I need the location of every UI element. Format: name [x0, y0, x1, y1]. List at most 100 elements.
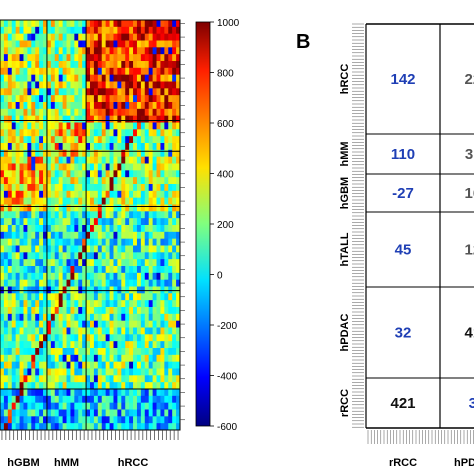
heatmap-cell — [172, 61, 177, 69]
heatmap-cell — [156, 409, 161, 417]
heatmap-cell — [86, 259, 91, 267]
heatmap-cell — [136, 129, 142, 137]
heatmap-cell — [168, 197, 173, 205]
heatmap-cell — [35, 368, 40, 376]
heatmap-cell — [78, 177, 83, 185]
heatmap-cell — [97, 47, 103, 55]
heatmap-cell — [101, 395, 107, 404]
heatmap-cell — [140, 259, 146, 267]
heatmap-cell — [86, 313, 91, 322]
heatmap-cell — [39, 320, 44, 328]
heatmap-cell — [148, 348, 154, 356]
heatmap-cell — [140, 33, 146, 41]
heatmap-cell — [54, 293, 60, 301]
heatmap-cell — [46, 361, 52, 369]
heatmap-cell — [78, 129, 83, 137]
heatmap-cell — [148, 272, 154, 281]
heatmap-cell — [23, 389, 28, 397]
heatmap-cell — [70, 259, 75, 267]
heatmap-cell — [62, 20, 67, 28]
heatmap-cell — [0, 320, 5, 328]
heatmap-cell — [11, 136, 17, 144]
heatmap-cell — [50, 272, 56, 281]
heatmap-cell — [133, 259, 138, 267]
heatmap-cell — [43, 88, 48, 96]
heatmap-cell — [117, 389, 122, 397]
heatmap-cell — [58, 156, 64, 164]
heatmap-cell — [3, 74, 9, 82]
heatmap-cell — [19, 129, 24, 137]
heatmap-cell — [86, 416, 91, 424]
heatmap-cell — [93, 266, 99, 274]
heatmap-cell — [35, 300, 40, 308]
heatmap-cell — [97, 272, 103, 281]
heatmap-cell — [101, 307, 107, 315]
heatmap-cell — [148, 416, 154, 424]
heatmap-cell — [125, 252, 130, 260]
heatmap-cell — [101, 361, 107, 369]
heatmap-cell — [164, 33, 169, 41]
heatmap-cell — [90, 293, 95, 301]
table-panel: B hRCC142221hMM110311hGBM-27163hTALL4512… — [296, 23, 474, 469]
heatmap-cell — [168, 170, 173, 178]
heatmap-cell — [70, 204, 75, 212]
heatmap-cell — [23, 382, 28, 390]
heatmap-cell — [160, 74, 165, 82]
heatmap-cell — [113, 245, 118, 253]
heatmap-cell — [136, 293, 142, 301]
heatmap-cell — [15, 88, 20, 96]
heatmap-cell — [172, 129, 177, 137]
heatmap-cell — [97, 320, 103, 328]
heatmap-cell — [54, 95, 60, 103]
heatmap-cell — [74, 334, 79, 342]
heatmap-cell — [74, 204, 79, 212]
group-label-hrcc: hRCC — [118, 457, 149, 469]
heatmap-cell — [172, 272, 177, 281]
heatmap-cell — [113, 47, 118, 55]
heatmap-cell — [105, 81, 110, 89]
heatmap-cell — [140, 61, 146, 69]
heatmap-cell — [78, 115, 83, 123]
heatmap-cell — [43, 170, 48, 178]
heatmap-cell — [43, 307, 48, 315]
heatmap-cell — [136, 81, 142, 89]
heatmap-cell — [105, 54, 110, 62]
heatmap-cell — [113, 300, 118, 308]
heatmap-cell — [0, 26, 5, 35]
heatmap-cell — [90, 409, 95, 417]
heatmap-cell — [152, 218, 157, 226]
heatmap-cell — [160, 259, 165, 267]
heatmap-cell — [160, 81, 165, 89]
heatmap-cell — [58, 115, 64, 123]
heatmap-cell — [66, 279, 71, 287]
heatmap-cell — [86, 272, 91, 281]
heatmap-cell — [19, 122, 24, 130]
heatmap-cell — [117, 313, 122, 322]
heatmap-cell — [7, 218, 13, 226]
heatmap-cell — [101, 129, 107, 137]
heatmap-cell — [164, 266, 169, 274]
heatmap-cell — [93, 81, 99, 89]
heatmap-cell — [23, 272, 28, 281]
heatmap-cell — [7, 47, 13, 55]
heatmap-cell — [133, 354, 138, 363]
heatmap-cell — [121, 33, 126, 41]
heatmap-cell — [156, 136, 161, 144]
heatmap-cell — [117, 204, 122, 212]
heatmap-cell — [0, 163, 5, 171]
heatmap-cell — [7, 375, 13, 383]
heatmap-cell — [152, 307, 157, 315]
heatmap-cell — [3, 272, 9, 281]
heatmap-cell — [19, 231, 24, 240]
heatmap-cell — [133, 54, 138, 62]
heatmap-cell — [129, 375, 134, 383]
heatmap-cell — [121, 88, 126, 96]
heatmap-cell — [15, 122, 20, 130]
heatmap-cell — [19, 238, 24, 246]
heatmap-cell — [43, 149, 48, 158]
heatmap-cell — [19, 245, 24, 253]
heatmap-cell — [121, 266, 126, 274]
heatmap-cell — [0, 375, 5, 383]
heatmap-cell — [86, 136, 91, 144]
heatmap-cell — [164, 122, 169, 130]
